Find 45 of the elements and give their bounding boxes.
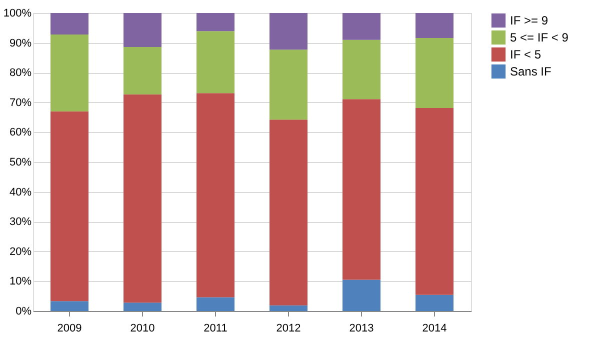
- y-tick-label: 50%: [9, 156, 32, 168]
- x-tick-label: 2014: [422, 322, 447, 334]
- x-tick-label: 2009: [57, 322, 82, 334]
- bar: [342, 13, 380, 40]
- y-tick-label: 40%: [9, 186, 32, 198]
- bar: [124, 302, 162, 311]
- y-tick-label: 10%: [9, 276, 32, 288]
- y-tick-label: 20%: [9, 246, 32, 258]
- x-tick-label: 2013: [349, 322, 374, 334]
- y-tick-label: 30%: [9, 216, 32, 228]
- bar: [270, 305, 308, 311]
- bar: [270, 50, 308, 120]
- legend-label: IF < 5: [510, 48, 542, 62]
- bar: [124, 94, 162, 303]
- bar: [196, 13, 234, 32]
- bar: [50, 34, 88, 112]
- bar: [416, 38, 454, 108]
- bar: [196, 297, 234, 311]
- legend-label: 5 <= IF < 9: [510, 30, 569, 44]
- bar: [416, 13, 454, 38]
- y-tick-label: 100%: [3, 8, 32, 20]
- bar: [342, 99, 380, 280]
- bar: [50, 111, 88, 302]
- y-tick-label: 0%: [16, 306, 32, 318]
- bar: [196, 93, 234, 298]
- bar: [50, 301, 88, 311]
- bar: [124, 13, 162, 47]
- y-tick-label: 60%: [9, 126, 32, 139]
- y-tick-label: 90%: [9, 37, 32, 50]
- legend-label: IF >= 9: [510, 14, 548, 28]
- bar: [416, 294, 454, 311]
- bar: [124, 46, 162, 94]
- x-tick-label: 2010: [130, 322, 155, 334]
- bar: [50, 13, 88, 34]
- bar: [270, 120, 308, 306]
- bar: [416, 108, 454, 295]
- x-tick-label: 2011: [204, 322, 228, 334]
- legend-label: Sans IF: [510, 64, 552, 78]
- bar: [342, 40, 380, 100]
- y-tick-label: 80%: [9, 67, 32, 80]
- bar: [270, 13, 308, 50]
- bar: [196, 31, 234, 94]
- bar: [342, 280, 380, 311]
- x-tick-label: 2012: [276, 322, 301, 334]
- y-tick-label: 70%: [9, 96, 32, 109]
